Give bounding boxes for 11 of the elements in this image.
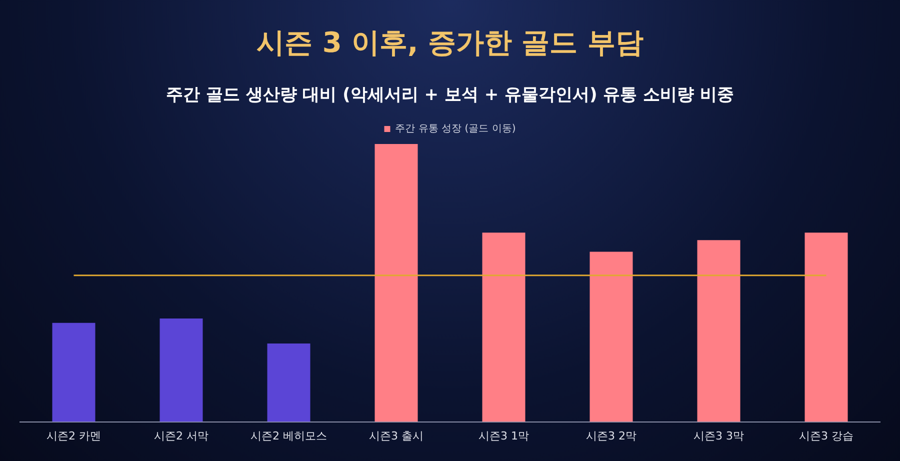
x-tick-label: 시즌3 2막	[586, 429, 636, 442]
x-tick-label: 시즌3 1막	[478, 429, 529, 442]
x-tick-label: 시즌2 베히모스	[250, 429, 327, 442]
x-tick-label: 시즌3 강습	[799, 429, 854, 442]
x-tick-label: 시즌3 3막	[694, 429, 744, 442]
x-tick-label: 시즌2 서막	[154, 429, 208, 442]
x-tick-label: 시즌2 카멘	[46, 429, 101, 442]
x-tick-label: 시즌3 출시	[369, 429, 424, 442]
legend-label: 주간 유통 성장 (골드 이동)	[395, 124, 516, 135]
chart-title: 시즌 3 이후, 증가한 골드 부담	[256, 26, 644, 60]
chart-subtitle: 주간 골드 생산량 대비 (악세서리 + 보석 + 유물각인서) 유통 소비량 비중	[166, 85, 734, 106]
